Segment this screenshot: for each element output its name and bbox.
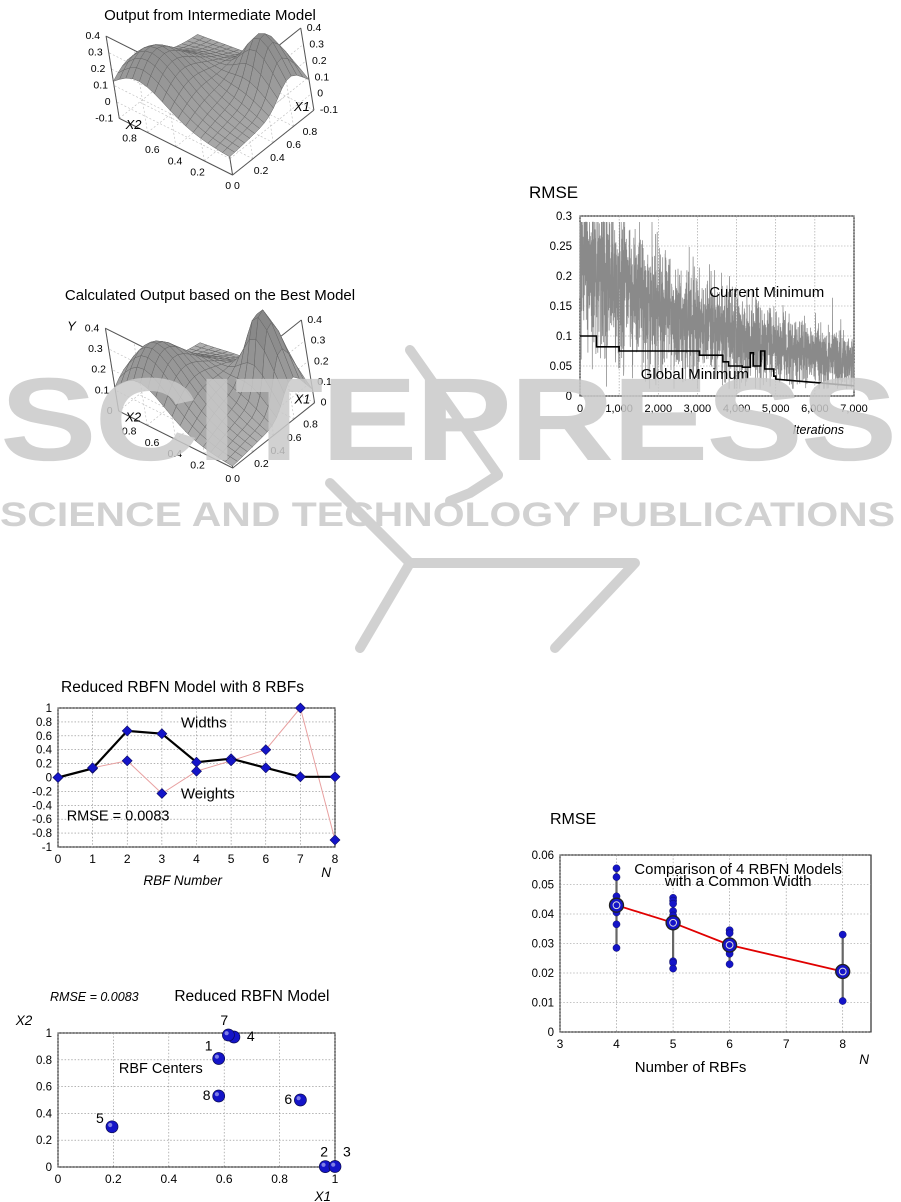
svg-text:0.1: 0.1 — [556, 331, 572, 343]
svg-text:with a Common Width: with a Common Width — [664, 873, 812, 890]
svg-text:N: N — [859, 1052, 869, 1067]
svg-text:5: 5 — [670, 1037, 677, 1051]
svg-text:4: 4 — [613, 1037, 620, 1051]
svg-text:0.4: 0.4 — [85, 322, 100, 334]
svg-text:4: 4 — [247, 1028, 255, 1044]
svg-text:-1: -1 — [42, 842, 52, 854]
svg-text:0.4: 0.4 — [160, 1172, 177, 1186]
svg-text:3: 3 — [343, 1144, 351, 1160]
svg-text:Y: Y — [67, 318, 77, 333]
svg-text:RMSE = 0.0083: RMSE = 0.0083 — [67, 809, 170, 825]
svg-text:0.4: 0.4 — [270, 152, 285, 164]
svg-text:1: 1 — [205, 1038, 213, 1054]
svg-text:Weights: Weights — [181, 785, 235, 802]
svg-text:X2: X2 — [15, 1013, 33, 1028]
svg-text:0 0: 0 0 — [225, 180, 240, 192]
svg-text:-0.1: -0.1 — [320, 104, 338, 116]
svg-text:0.4: 0.4 — [36, 1108, 53, 1120]
svg-text:Output from Intermediate Model: Output from Intermediate Model — [104, 7, 316, 24]
svg-text:0.02: 0.02 — [532, 968, 554, 980]
svg-text:-0.8: -0.8 — [32, 828, 52, 840]
svg-text:0.2: 0.2 — [36, 759, 52, 771]
svg-text:-0.4: -0.4 — [32, 800, 52, 812]
svg-text:0: 0 — [317, 88, 323, 100]
svg-text:7: 7 — [783, 1037, 790, 1051]
svg-text:0: 0 — [46, 773, 52, 785]
svg-text:RBF Centers: RBF Centers — [119, 1061, 203, 1077]
svg-text:0.4: 0.4 — [307, 314, 322, 326]
svg-text:0.2: 0.2 — [91, 63, 106, 75]
svg-text:-0.2: -0.2 — [32, 786, 52, 798]
svg-text:N: N — [321, 865, 331, 880]
svg-text:0.3: 0.3 — [88, 47, 103, 59]
svg-text:RMSE: RMSE — [529, 183, 578, 202]
svg-text:0.6: 0.6 — [36, 1082, 52, 1094]
svg-text:0: 0 — [105, 96, 111, 108]
svg-text:0.4: 0.4 — [168, 155, 183, 167]
svg-text:-0.6: -0.6 — [32, 814, 52, 826]
svg-text:5: 5 — [96, 1110, 104, 1126]
svg-text:0: 0 — [46, 1162, 52, 1174]
svg-text:X1: X1 — [293, 99, 310, 114]
svg-text:1: 1 — [332, 1172, 339, 1186]
svg-text:4: 4 — [193, 852, 200, 866]
svg-text:0.06: 0.06 — [532, 850, 554, 862]
svg-text:0.4: 0.4 — [85, 30, 100, 42]
svg-text:0.04: 0.04 — [532, 909, 555, 921]
svg-text:8: 8 — [332, 852, 339, 866]
svg-text:7: 7 — [297, 852, 304, 866]
svg-text:7: 7 — [220, 1012, 228, 1028]
svg-text:X2: X2 — [125, 117, 143, 132]
svg-text:Reduced RBFN Model: Reduced RBFN Model — [174, 988, 329, 1005]
svg-text:0: 0 — [55, 852, 62, 866]
svg-text:8: 8 — [203, 1087, 211, 1103]
svg-text:0.2: 0.2 — [36, 1135, 52, 1147]
svg-text:0.25: 0.25 — [550, 241, 572, 253]
svg-text:0.4: 0.4 — [307, 22, 322, 34]
svg-text:0.8: 0.8 — [271, 1172, 288, 1186]
svg-text:X1: X1 — [313, 1189, 331, 1202]
svg-text:SCITEPRESS: SCITEPRESS — [0, 354, 895, 486]
svg-text:5: 5 — [228, 852, 235, 866]
svg-text:0.8: 0.8 — [122, 133, 137, 145]
svg-text:0.1: 0.1 — [315, 71, 330, 83]
svg-text:0.6: 0.6 — [286, 139, 301, 151]
svg-text:Number of RBFs: Number of RBFs — [635, 1059, 747, 1076]
svg-text:2: 2 — [320, 1144, 328, 1160]
svg-text:0.6: 0.6 — [145, 144, 160, 156]
svg-text:0.03: 0.03 — [532, 939, 554, 951]
svg-text:0.2: 0.2 — [312, 55, 327, 67]
svg-text:2: 2 — [124, 852, 131, 866]
svg-text:0.2: 0.2 — [190, 167, 205, 179]
svg-text:RMSE: RMSE — [550, 811, 596, 828]
svg-text:RBF Number: RBF Number — [143, 873, 222, 888]
svg-text:3: 3 — [557, 1037, 564, 1051]
svg-text:0.2: 0.2 — [105, 1172, 122, 1186]
svg-text:8: 8 — [839, 1037, 846, 1051]
svg-text:3: 3 — [159, 852, 166, 866]
svg-text:0.01: 0.01 — [532, 998, 554, 1010]
svg-text:1: 1 — [46, 1028, 52, 1040]
svg-text:Current Minimum: Current Minimum — [709, 284, 824, 301]
svg-text:0: 0 — [548, 1027, 554, 1039]
svg-text:0.3: 0.3 — [309, 38, 324, 50]
svg-text:0.8: 0.8 — [36, 1055, 52, 1067]
svg-text:6: 6 — [284, 1091, 292, 1107]
svg-text:6: 6 — [726, 1037, 733, 1051]
svg-text:1: 1 — [89, 852, 96, 866]
svg-text:0.2: 0.2 — [556, 271, 572, 283]
svg-text:0.15: 0.15 — [550, 301, 572, 313]
svg-text:6: 6 — [262, 852, 269, 866]
svg-text:0.2: 0.2 — [254, 165, 269, 177]
svg-text:0.6: 0.6 — [216, 1172, 233, 1186]
svg-text:0.05: 0.05 — [532, 880, 554, 892]
svg-text:0.8: 0.8 — [303, 126, 318, 138]
svg-text:0.3: 0.3 — [311, 335, 326, 347]
svg-text:-0.1: -0.1 — [95, 112, 113, 124]
svg-text:0.3: 0.3 — [556, 211, 572, 223]
svg-text:Calculated Output based on the: Calculated Output based on the Best Mode… — [65, 287, 355, 304]
svg-text:0.1: 0.1 — [93, 80, 108, 92]
svg-text:0: 0 — [55, 1172, 62, 1186]
svg-text:RMSE = 0.0083: RMSE = 0.0083 — [50, 990, 139, 1004]
